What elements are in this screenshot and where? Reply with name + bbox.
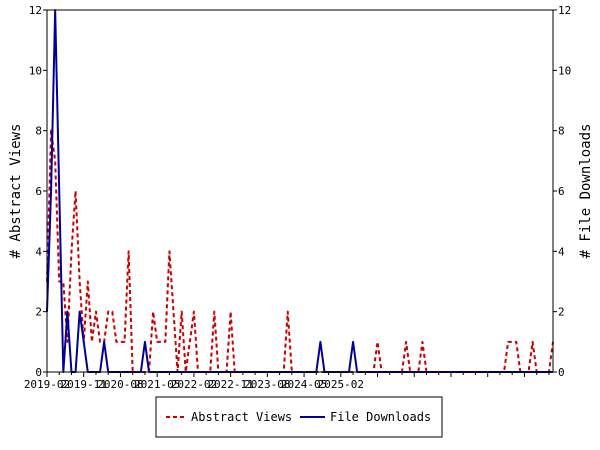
y-axis-left: 0 2 4 6 8 10 12 bbox=[29, 4, 47, 379]
x-tick-label-6: 2023-08 bbox=[244, 378, 290, 391]
legend-label-abstract-views: Abstract Views bbox=[191, 410, 292, 424]
y-tick-label-right-4: 8 bbox=[558, 125, 565, 138]
y-tick-label-left-1: 2 bbox=[35, 306, 42, 319]
y-tick-label-left-4: 8 bbox=[35, 125, 42, 138]
legend-box bbox=[155, 396, 443, 438]
y-tick-label-right-0: 0 bbox=[558, 366, 565, 379]
legend-label-file-downloads: File Downloads bbox=[330, 410, 431, 424]
y-axis-right: 0 2 4 6 8 10 12 bbox=[553, 4, 571, 379]
x-tick-label-5: 2022-11 bbox=[207, 378, 253, 391]
y-axis-left-title: # Abstract Views bbox=[8, 124, 24, 259]
x-tick-label-4: 2022-02 bbox=[171, 378, 217, 391]
x-tick-label-3: 2021-05 bbox=[134, 378, 180, 391]
y-tick-label-left-6: 12 bbox=[29, 4, 42, 17]
plot-frame bbox=[46, 9, 554, 373]
y-tick-label-right-3: 6 bbox=[558, 185, 565, 198]
y-tick-label-right-5: 10 bbox=[558, 64, 571, 77]
y-tick-label-left-2: 4 bbox=[35, 245, 42, 258]
x-tick-label-8: 2025-02 bbox=[318, 378, 364, 391]
x-axis: 2019-022019-112020-082021-052022-022022-… bbox=[24, 372, 550, 391]
y-tick-label-left-0: 0 bbox=[35, 366, 42, 379]
y-tick-label-right-2: 4 bbox=[558, 245, 565, 258]
x-tick-label-1: 2019-11 bbox=[61, 378, 107, 391]
y-axis-right-title: # File Downloads bbox=[578, 124, 594, 259]
x-tick-label-0: 2019-02 bbox=[24, 378, 70, 391]
y-tick-label-right-6: 12 bbox=[558, 4, 571, 17]
x-tick-label-2: 2020-08 bbox=[97, 378, 143, 391]
series-line-abstract-views bbox=[46, 129, 554, 373]
y-tick-label-right-1: 2 bbox=[558, 306, 565, 319]
y-tick-label-left-5: 10 bbox=[29, 64, 42, 77]
x-tick-label-7: 2024-05 bbox=[281, 378, 327, 391]
legend: Abstract Views File Downloads bbox=[155, 396, 443, 438]
y-tick-label-left-3: 6 bbox=[35, 185, 42, 198]
series-layer bbox=[46, 9, 554, 373]
series-line-file-downloads bbox=[46, 9, 553, 373]
